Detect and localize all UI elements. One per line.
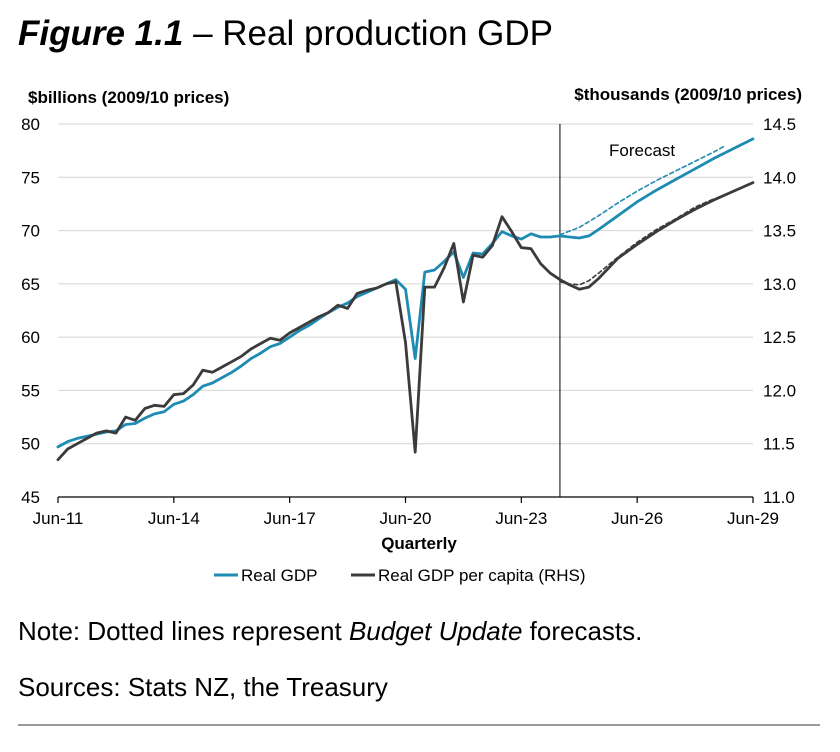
real-gdp-forecast-dotted-line (559, 145, 725, 236)
y-left-tick-label: 70 (21, 222, 40, 241)
x-tick-label: Jun-29 (727, 509, 779, 528)
per-capita-line (56, 181, 755, 462)
real-gdp-line (56, 137, 755, 449)
note-suffix: forecasts. (522, 616, 643, 646)
y-right-tick-label: 14.0 (763, 168, 796, 187)
y-left-tick-label: 65 (21, 275, 40, 294)
x-axis-title: Quarterly (381, 534, 457, 553)
title-text: Real production GDP (222, 14, 553, 53)
title-separator: – (193, 14, 213, 53)
figure-title: Figure 1.1 – Real production GDP (18, 14, 553, 54)
y-left-tick-label: 80 (21, 115, 40, 134)
y-right-tick-label: 13.0 (763, 275, 796, 294)
y-right-tick-label: 14.5 (763, 115, 796, 134)
note-italic: Budget Update (348, 616, 523, 646)
figure-label: Figure 1.1 (18, 14, 184, 53)
y-left-tick-label: 60 (21, 328, 40, 347)
gdp-line-chart: $billions (2009/10 prices) $thousands (2… (21, 85, 802, 585)
y-right-tick-label: 12.0 (763, 381, 796, 400)
bottom-divider (18, 724, 820, 726)
legend-label-per-capita: Real GDP per capita (RHS) (378, 566, 586, 585)
legend-label-real-gdp: Real GDP (241, 566, 318, 585)
chart-sources: Sources: Stats NZ, the Treasury (18, 672, 388, 702)
per-capita-forecast-dotted-line (559, 197, 716, 286)
x-tick-label: Jun-11 (33, 509, 84, 528)
x-tick-label: Jun-14 (148, 509, 200, 528)
y-right-tick-label: 11.0 (763, 488, 795, 507)
chart-axes: 80 75 70 65 60 55 50 45 14.5 14.0 13.5 13.0 12.5 12.0… (21, 115, 796, 528)
x-tick-label: Jun-17 (264, 509, 316, 528)
chart-legend: Real GDP Real GDP per capita (RHS) (214, 566, 586, 585)
x-tick-label: Jun-23 (495, 509, 547, 528)
right-axis-title: $thousands (2009/10 prices) (574, 85, 802, 104)
y-right-tick-label: 13.5 (763, 222, 796, 241)
note-prefix: Note: Dotted lines represent (18, 616, 349, 646)
y-left-tick-label: 55 (21, 381, 40, 400)
forecast-label: Forecast (609, 141, 675, 160)
chart-note: Note: Dotted lines represent Budget Upda… (18, 616, 642, 647)
y-right-tick-label: 11.5 (763, 435, 795, 454)
y-left-tick-label: 50 (21, 435, 40, 454)
x-tick-label: Jun-20 (380, 509, 432, 528)
y-right-tick-label: 12.5 (763, 328, 796, 347)
y-left-tick-label: 75 (21, 168, 40, 187)
chart-series (56, 137, 755, 462)
left-axis-title: $billions (2009/10 prices) (28, 88, 229, 107)
x-tick-label: Jun-26 (611, 509, 663, 528)
y-left-tick-label: 45 (21, 488, 40, 507)
